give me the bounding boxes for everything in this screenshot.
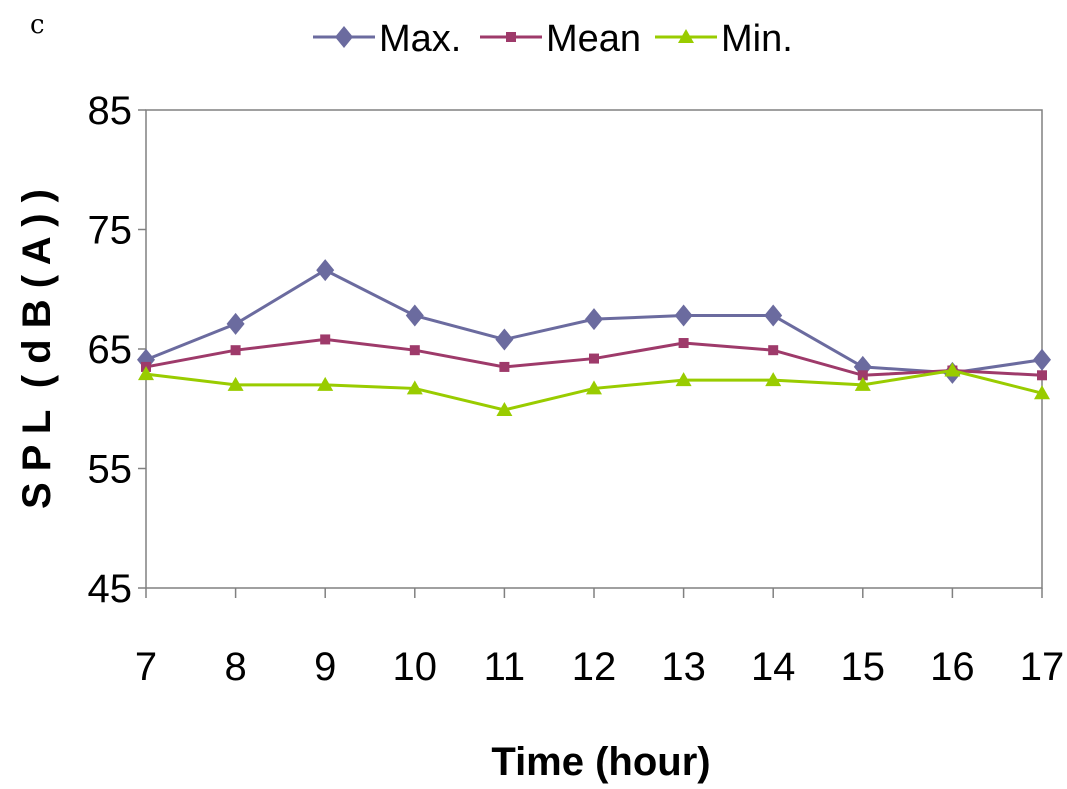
x-axis: 7 8 9 10 11 12 13 14 15 16 17 — [135, 588, 1064, 689]
data-point — [1034, 385, 1050, 400]
data-point — [496, 401, 513, 416]
data-point — [406, 380, 423, 395]
x-tick-label: 14 — [751, 645, 796, 689]
legend-marker — [506, 32, 516, 42]
legend-marker — [335, 26, 353, 48]
y-tick-label: 65 — [88, 328, 133, 372]
legend-label: Mean — [546, 18, 641, 60]
data-point — [854, 376, 871, 391]
data-point — [589, 353, 599, 364]
data-point — [405, 304, 424, 327]
y-tick-label: 45 — [88, 567, 133, 611]
data-point — [227, 376, 244, 391]
series-max — [137, 259, 1051, 384]
data-point — [317, 376, 334, 391]
y-tick-label: 85 — [88, 89, 133, 133]
data-point — [226, 312, 245, 335]
data-point — [585, 308, 603, 331]
data-point — [409, 345, 420, 356]
data-point — [1037, 370, 1047, 381]
x-tick-label: 7 — [135, 645, 157, 689]
data-point — [857, 370, 868, 381]
data-point — [675, 372, 692, 387]
plot-area — [145, 109, 1043, 589]
legend: Max. Mean Min. — [313, 18, 793, 60]
y-tick-label: 75 — [88, 209, 133, 253]
legend-item: Max. — [313, 18, 461, 60]
x-tick-label: 17 — [1020, 645, 1065, 689]
legend-marker — [678, 29, 694, 43]
legend-label: Min. — [721, 18, 793, 60]
data-point — [1033, 348, 1051, 371]
data-point — [768, 345, 779, 356]
y-tick-label: 55 — [88, 448, 133, 492]
x-tick-label: 15 — [841, 645, 886, 689]
data-point — [765, 372, 782, 387]
x-tick-label: 12 — [572, 645, 617, 689]
data-point — [499, 361, 510, 372]
x-tick-label: 16 — [930, 645, 975, 689]
x-tick-label: 9 — [314, 645, 336, 689]
data-point — [230, 345, 241, 356]
y-axis: 45 55 65 75 85 — [88, 89, 146, 611]
legend-label: Max. — [379, 18, 461, 60]
x-tick-label: 8 — [224, 645, 246, 689]
series-min — [138, 362, 1050, 416]
x-axis-title: Time (hour) — [491, 740, 710, 784]
series-layer — [137, 259, 1051, 416]
data-point — [678, 338, 689, 349]
data-point — [586, 380, 602, 395]
data-point — [674, 304, 693, 327]
data-point — [320, 334, 331, 345]
data-point — [316, 259, 335, 282]
legend-item: Mean — [480, 18, 641, 60]
data-point — [764, 304, 783, 327]
data-point — [138, 366, 154, 381]
y-axis-title: S P L ( d B ( A ) ) — [15, 189, 59, 509]
x-tick-label: 10 — [393, 645, 438, 689]
data-point — [944, 362, 961, 377]
legend-item: Min. — [655, 18, 793, 60]
x-tick-label: 13 — [661, 645, 706, 689]
panel-label: c — [30, 10, 45, 40]
data-point — [495, 328, 514, 351]
x-tick-label: 11 — [484, 645, 526, 689]
